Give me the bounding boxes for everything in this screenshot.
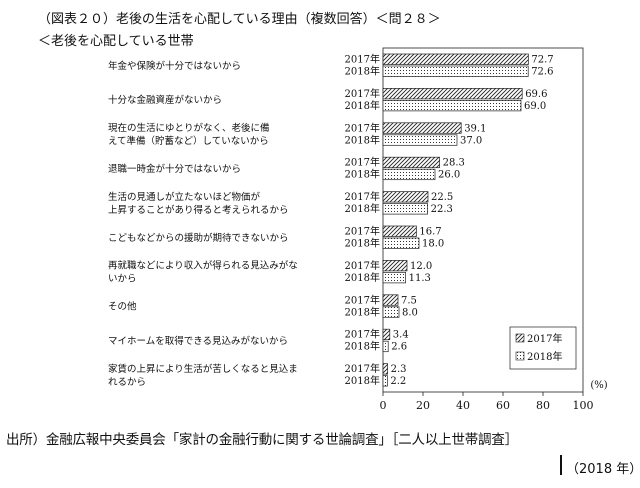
year-row-label: 2017年 [345, 53, 380, 66]
legend-label: 2017年 [527, 332, 562, 345]
year-row-label: 2017年 [345, 121, 380, 134]
category-label: 年金や保険が十分ではないから [108, 60, 241, 72]
legend-label: 2018年 [527, 350, 562, 363]
data-label: 2.3 [391, 364, 407, 375]
bar [382, 272, 406, 284]
bar [382, 375, 388, 387]
data-label: 72.7 [531, 55, 553, 66]
source-note: 出所）金融広報中央委員会「家計の金融行動に関する世論調査」［二人以上世帯調査］ [6, 432, 518, 448]
x-tick-label: 100 [573, 399, 594, 412]
year-row-label: 2018年 [345, 65, 380, 78]
year-row-label: 2018年 [345, 374, 380, 387]
data-label: 37.0 [460, 135, 482, 146]
year-row-label: 2018年 [345, 237, 380, 250]
category-label: こどもなどからの援助が期待できないから [108, 232, 289, 244]
bar [382, 363, 388, 375]
data-label: 22.3 [431, 204, 453, 215]
bar [382, 203, 428, 215]
bar [382, 168, 436, 181]
category-label: 現在の生活にゆとりがなく、老後に備 [108, 122, 270, 134]
category-label: マイホームを取得できる見込みがないから [108, 335, 288, 347]
data-label: 2.2 [390, 376, 406, 387]
legend-swatch [515, 351, 525, 361]
year-row-label: 2018年 [345, 305, 380, 318]
bar [382, 122, 462, 134]
bar [382, 260, 408, 272]
x-tick-label: 80 [536, 399, 550, 412]
data-label: 26.0 [438, 170, 460, 181]
bar [382, 191, 429, 203]
year-row-label: 2018年 [345, 271, 380, 284]
data-label: 22.5 [431, 192, 453, 203]
bar [382, 294, 399, 306]
data-label: 16.7 [419, 227, 441, 238]
category-label: えて準備（貯蓄など）していないから [108, 135, 269, 147]
year-row-label: 2017年 [345, 225, 380, 238]
category-label: その他 [108, 301, 137, 313]
data-label: 28.3 [443, 158, 465, 169]
plot-frame [382, 47, 584, 393]
data-label: 12.0 [410, 261, 432, 272]
data-label: 18.0 [422, 239, 444, 250]
bar [382, 53, 529, 65]
year-row-label: 2017年 [345, 328, 380, 341]
data-label: 7.5 [401, 295, 417, 306]
data-label: 2.6 [391, 342, 407, 353]
x-tick-label: 0 [380, 399, 387, 412]
bar [382, 156, 440, 169]
year-row-label: 2017年 [345, 156, 380, 169]
bar [382, 237, 420, 249]
data-label: 8.0 [402, 307, 418, 318]
category-label: れるから [108, 377, 146, 388]
bar [382, 225, 417, 237]
year-row-label: 2018年 [345, 133, 380, 146]
category-label: 上昇することがあり得ると考えられるから [108, 204, 289, 216]
bar [382, 134, 458, 146]
year-row-label: 2017年 [345, 259, 380, 272]
legend-swatch [515, 333, 525, 343]
category-label: 生活の見通しが立たないほど物価が [108, 191, 261, 203]
year-row-label: 2017年 [345, 293, 380, 306]
x-axis-unit: (%) [590, 380, 607, 391]
x-tick-label: 60 [496, 399, 510, 412]
data-label: 39.1 [464, 123, 486, 134]
bar [382, 88, 523, 100]
survey-year: （2018 年） [566, 462, 640, 477]
bar [382, 100, 522, 112]
text-cursor [560, 455, 562, 475]
year-row-label: 2018年 [345, 99, 380, 112]
category-label: 十分な金融資産がないから [108, 94, 222, 106]
chart-subtitle: ＜老後を心配している世帯 [38, 34, 194, 49]
category-label: いから [108, 274, 137, 285]
category-label: 家賃の上昇により生活が苦しくなると見込ま [108, 363, 298, 375]
chart-title: （図表２０）老後の生活を心配している理由（複数回答）＜問２８＞ [38, 12, 441, 27]
data-label: 69.6 [525, 89, 547, 100]
bar [382, 328, 391, 341]
year-row-label: 2017年 [345, 362, 380, 375]
year-row-label: 2017年 [345, 190, 380, 203]
x-tick-label: 40 [456, 399, 470, 412]
category-label: 退職一時金が十分ではないから [108, 163, 241, 175]
bar [382, 340, 389, 353]
year-row-label: 2018年 [345, 168, 380, 181]
year-row-label: 2017年 [345, 87, 380, 100]
data-label: 72.6 [531, 67, 553, 78]
data-label: 3.4 [393, 330, 409, 341]
year-row-label: 2018年 [345, 202, 380, 215]
data-label: 11.3 [409, 273, 431, 284]
year-row-label: 2018年 [345, 340, 380, 353]
legend-box [509, 326, 577, 370]
data-label: 69.0 [524, 101, 546, 112]
bar [382, 65, 529, 77]
x-tick-label: 20 [416, 399, 430, 412]
bar [382, 306, 400, 318]
category-label: 再就職などにより収入が得られる見込みがな [108, 260, 298, 272]
